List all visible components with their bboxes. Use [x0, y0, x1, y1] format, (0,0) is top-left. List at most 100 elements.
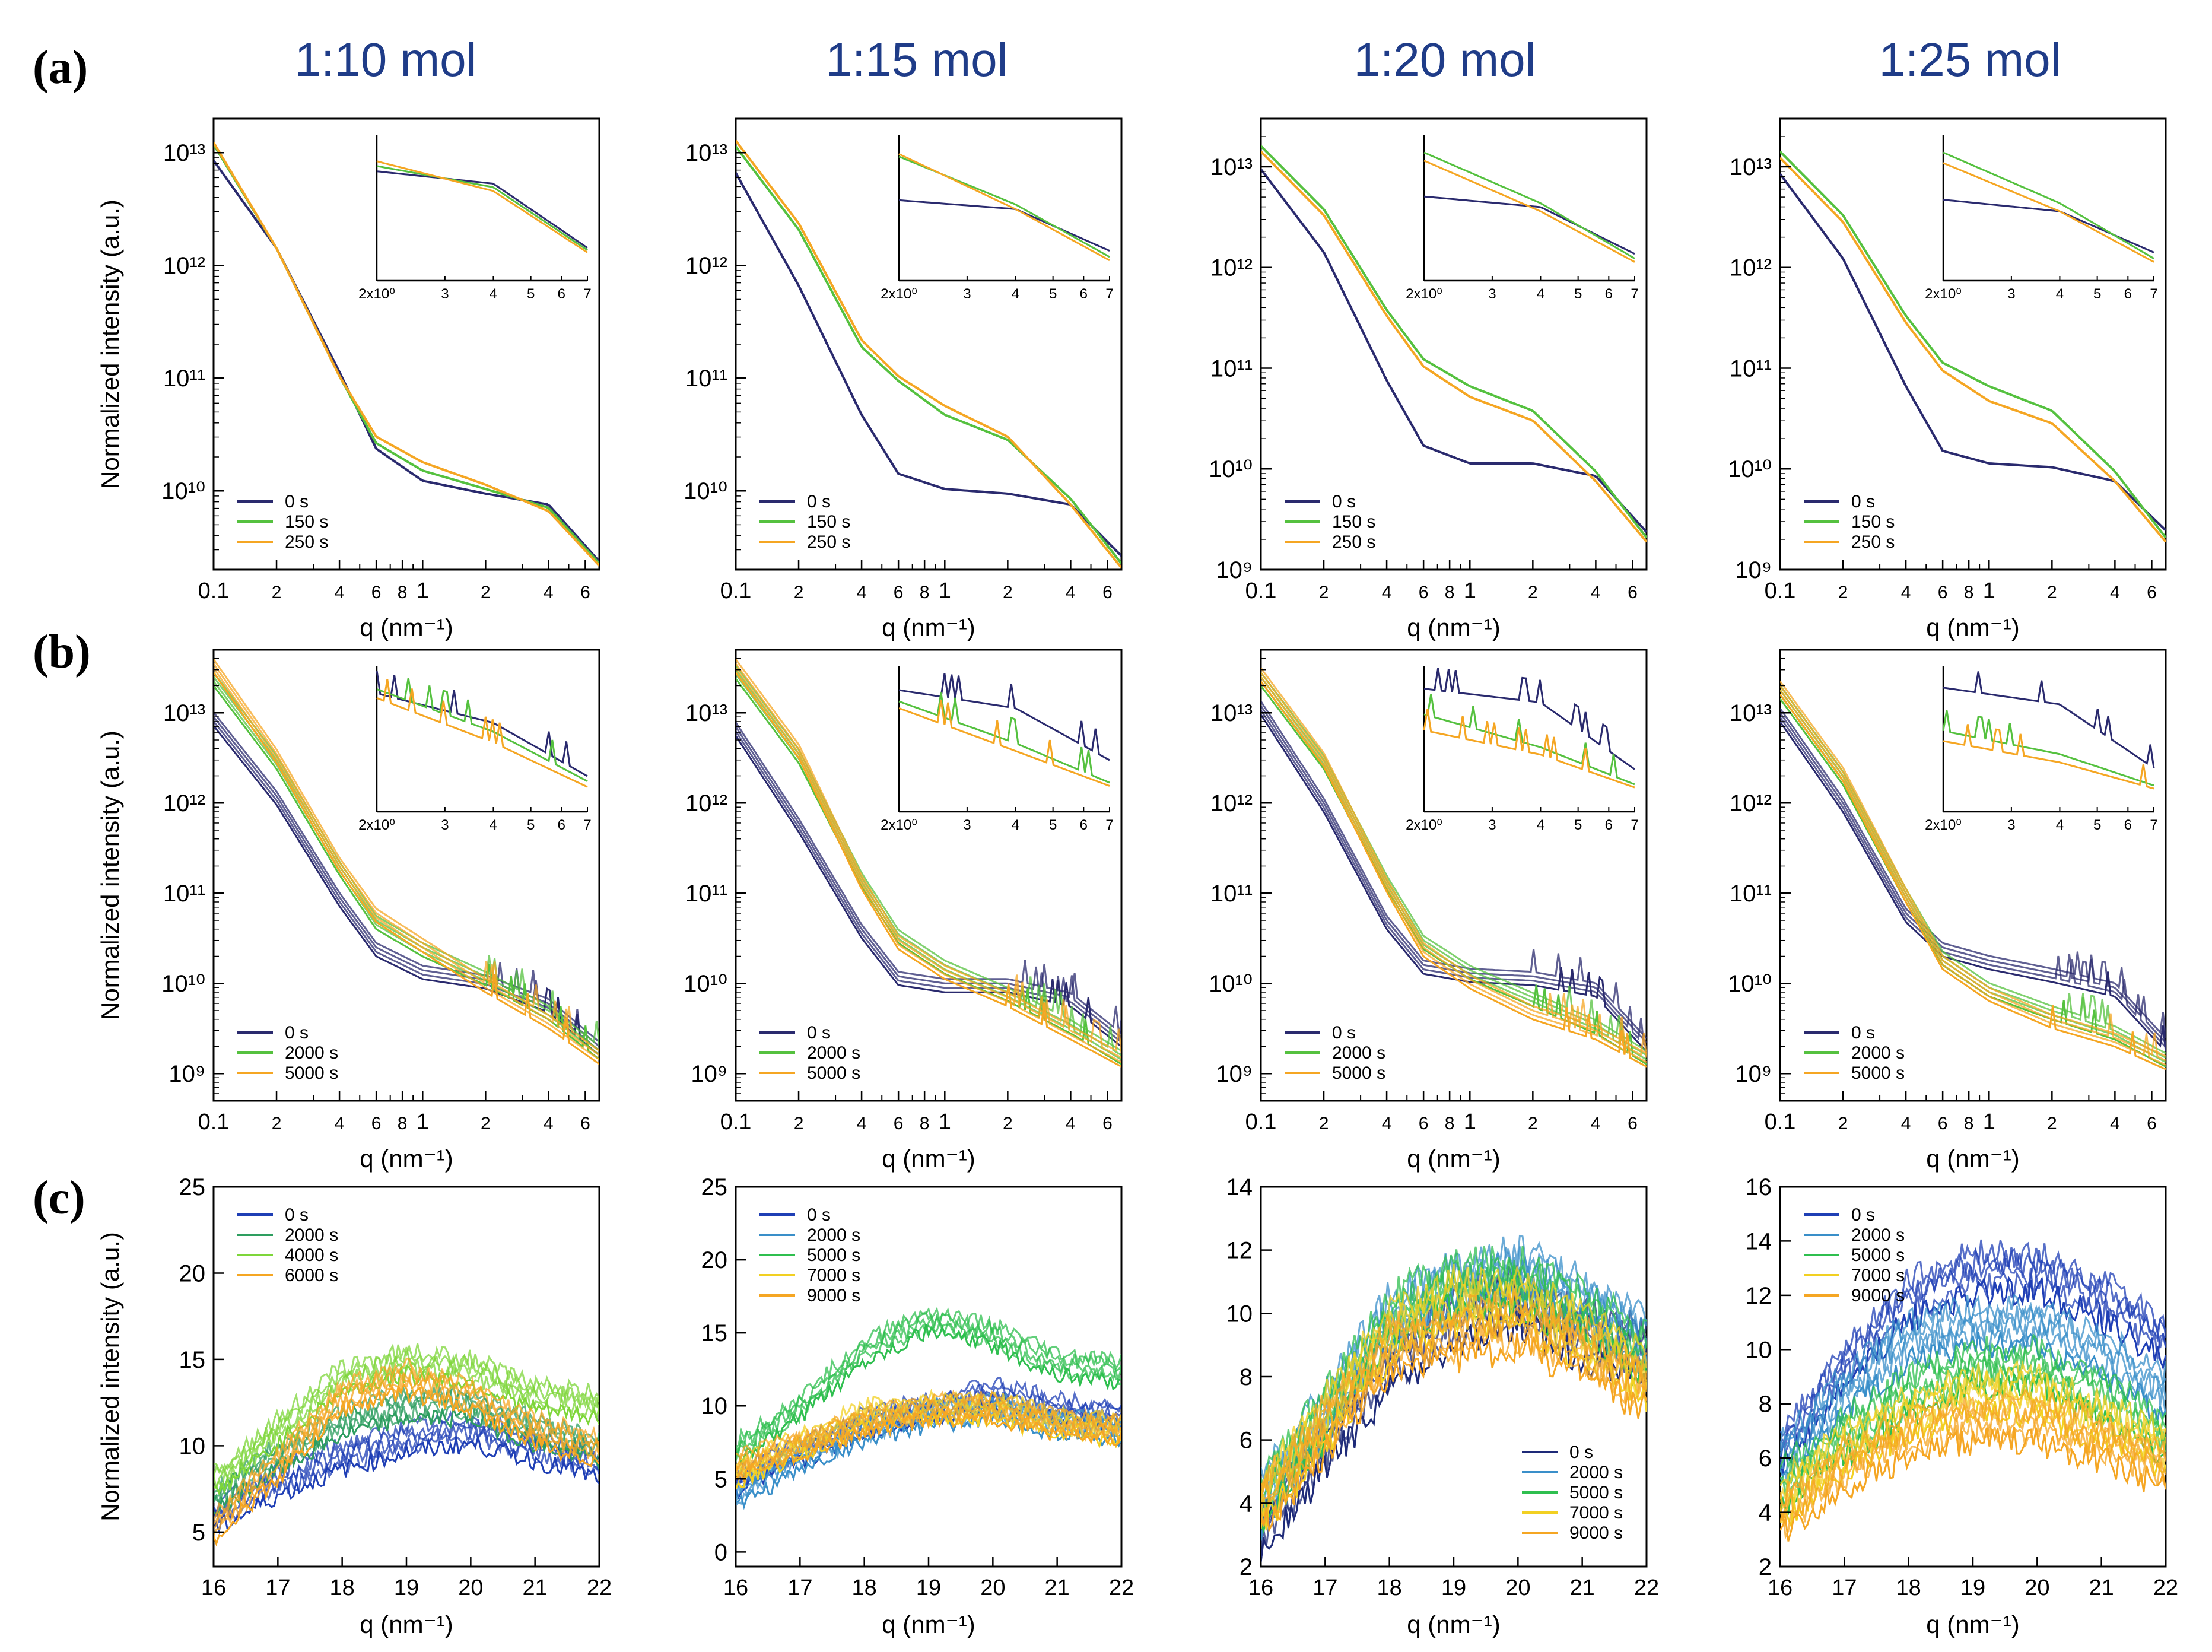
inset-series-line [898, 199, 1110, 252]
series-line [1261, 145, 1647, 539]
y-tick-label: 10¹² [163, 253, 205, 279]
series-line [1780, 1267, 2166, 1470]
inset-x-tick-label: 7 [583, 286, 591, 302]
inset-x-tick-label: 5 [1049, 286, 1057, 302]
x-tick-label: 4 [335, 583, 345, 602]
inset-x-tick-label: 3 [963, 286, 971, 302]
x-tick-label: 0.1 [720, 1110, 752, 1135]
inset-x-tick-label: 6 [1605, 286, 1613, 302]
series-line [1780, 1387, 2166, 1507]
x-tick-label: 17 [1832, 1575, 1857, 1600]
x-tick-label: 2 [272, 583, 282, 602]
legend-label: 0 s [1332, 492, 1356, 512]
x-tick-label: 4 [2110, 1114, 2120, 1133]
legend-label: 4000 s [285, 1246, 338, 1265]
x-axis-label: q (nm⁻¹) [1407, 614, 1501, 641]
x-tick-label: 2 [1528, 583, 1538, 602]
series-line [1780, 157, 2166, 543]
x-tick-label: 8 [398, 583, 408, 602]
inset-x-tick-label: 7 [1631, 817, 1638, 833]
x-tick-label: 4 [1066, 583, 1076, 602]
y-tick-label: 10¹⁰ [1209, 456, 1253, 482]
y-tick-label: 15 [179, 1347, 206, 1373]
series-line [1261, 676, 1647, 1056]
series-line [736, 726, 1121, 1038]
legend-label: 6000 s [285, 1266, 338, 1285]
inset-x-tick-label: 7 [2150, 817, 2157, 833]
legend-label: 150 s [1332, 512, 1375, 532]
series-line [1780, 721, 2166, 1052]
inset-x-tick-label: 5 [2093, 286, 2101, 302]
series-line [1261, 1311, 1647, 1510]
legend-label: 250 s [1851, 532, 1895, 552]
x-tick-label: 19 [1960, 1575, 1985, 1600]
y-tick-label: 15 [701, 1320, 728, 1346]
series-line [736, 1316, 1121, 1462]
legend-label: 2000 s [285, 1043, 338, 1063]
series-line [1261, 1246, 1647, 1490]
inset-series-line [898, 700, 1110, 787]
x-tick-label: 6 [1628, 1114, 1638, 1133]
x-tick-label: 20 [1505, 1575, 1530, 1600]
series-line [736, 668, 1121, 1063]
y-tick-label: 25 [179, 1174, 206, 1200]
series-line [1780, 716, 2166, 1048]
y-tick-label: 10¹² [1730, 790, 1772, 817]
y-tick-label: 10¹³ [1730, 700, 1772, 726]
legend-label: 2000 s [1851, 1225, 1905, 1245]
inset-x-tick-label: 6 [2124, 286, 2132, 302]
y-tick-label: 10¹² [163, 790, 205, 817]
y-axis-label: Normalized intensity (a.u.) [96, 730, 124, 1020]
series-line [214, 1403, 599, 1507]
x-tick-label: 1 [417, 1110, 429, 1135]
legend-label: 0 s [807, 1023, 831, 1043]
x-tick-label: 20 [2025, 1575, 2049, 1600]
series-line [214, 1346, 599, 1478]
x-axis-label: q (nm⁻¹) [1926, 1610, 2020, 1638]
x-tick-label: 4 [2110, 583, 2120, 602]
plot-area [214, 142, 599, 567]
inset-series-line [376, 679, 588, 788]
x-tick-label: 2 [794, 1114, 804, 1133]
series-line [1261, 1310, 1647, 1563]
x-tick-label: 1 [939, 1110, 951, 1135]
inset-series-line [898, 673, 1110, 761]
x-tick-label: 21 [523, 1575, 548, 1600]
inset-plot: 2x10⁰ 3 4 5 6 7 [1925, 666, 2158, 833]
x-tick-label: 2 [481, 583, 491, 602]
inset-x-tick-label: 2x10⁰ [358, 286, 395, 302]
legend-label: 5000 s [1851, 1246, 1905, 1265]
inset-x-tick-label: 7 [1105, 817, 1113, 833]
legend-label: 5000 s [1569, 1483, 1623, 1502]
x-tick-label: 16 [201, 1575, 226, 1600]
series-line [736, 663, 1121, 1059]
legend-label: 5000 s [1851, 1063, 1905, 1083]
series-line [1780, 1408, 2166, 1520]
x-tick-label: 2 [272, 1114, 282, 1133]
x-tick-label: 4 [544, 1114, 554, 1133]
x-axis-label: q (nm⁻¹) [1407, 1610, 1501, 1638]
series-line [736, 678, 1121, 1065]
y-tick-label: 10¹⁰ [684, 971, 727, 997]
x-tick-label: 22 [2153, 1575, 2178, 1600]
y-tick-label: 10¹⁰ [161, 478, 205, 504]
y-tick-label: 2 [1240, 1554, 1253, 1580]
x-tick-label: 16 [723, 1575, 748, 1600]
legend-label: 150 s [807, 512, 850, 532]
plot-frame [212, 649, 600, 1102]
y-axis-label: Normalized intensity (a.u.) [96, 1232, 124, 1521]
series-line [736, 139, 1121, 569]
series-line [1780, 707, 2166, 1038]
y-tick-label: 20 [701, 1247, 728, 1273]
inset-x-tick-label: 2x10⁰ [1925, 817, 1962, 833]
inset-x-tick-label: 6 [1080, 817, 1088, 833]
x-tick-label: 19 [1441, 1575, 1466, 1600]
legend-label: 0 s [807, 492, 831, 512]
x-tick-label: 2 [794, 583, 804, 602]
x-tick-label: 20 [458, 1575, 483, 1600]
x-tick-label: 2 [2047, 583, 2057, 602]
